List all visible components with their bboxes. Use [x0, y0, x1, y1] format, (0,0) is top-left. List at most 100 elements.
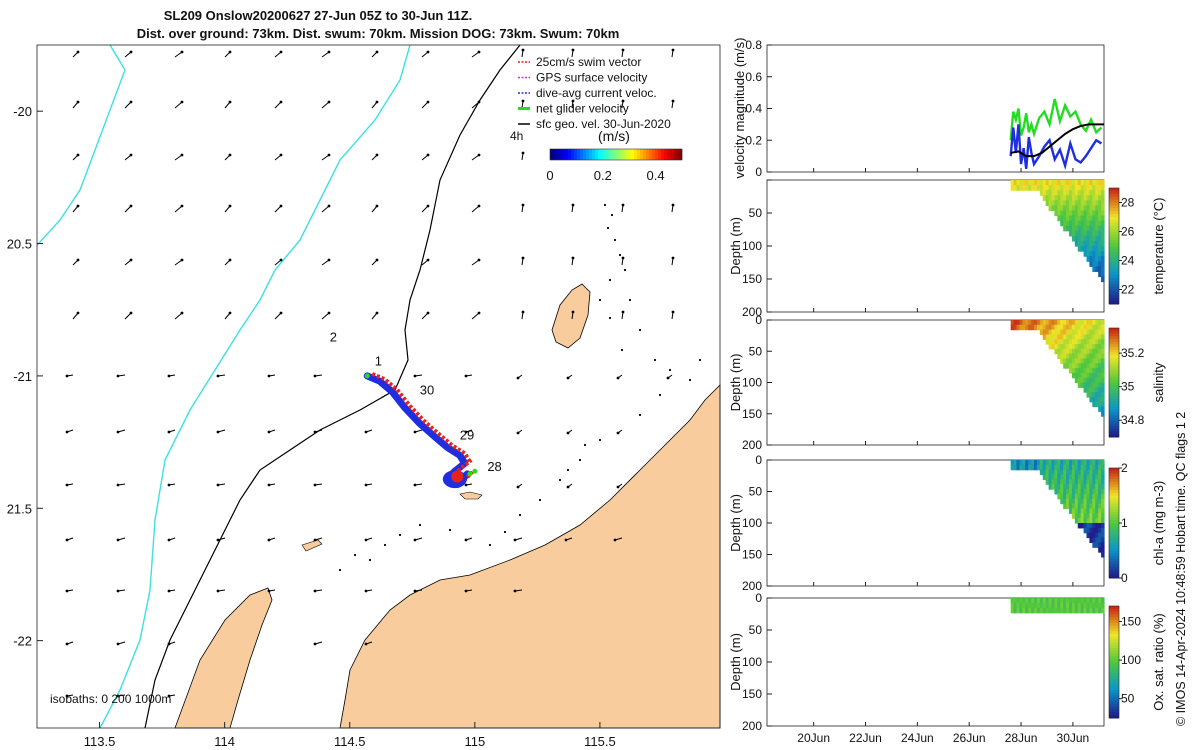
depth-cell — [1095, 498, 1099, 505]
depth-cell — [1095, 460, 1099, 466]
depth-cell — [1063, 503, 1067, 510]
depth-cell — [1051, 607, 1056, 614]
depth-cell — [1101, 460, 1105, 466]
depth-cell — [1086, 602, 1091, 609]
colorbar-cell — [1109, 490, 1119, 494]
depth-cell — [1089, 602, 1093, 609]
geo-velocity-arrow-head — [413, 374, 417, 378]
depth-cell — [1101, 185, 1105, 191]
colorbar-cell — [1109, 561, 1119, 565]
reef — [688, 378, 692, 382]
depth-cell — [1098, 348, 1102, 355]
depth-cell — [1086, 215, 1091, 222]
velocity-y-tick-label: 0.4 — [745, 102, 762, 116]
depth-cell — [1069, 363, 1073, 369]
depth-cell — [1016, 180, 1021, 186]
depth-cell — [1086, 382, 1091, 388]
depth-cell — [1071, 190, 1076, 196]
depth-cell — [1098, 598, 1102, 604]
depth-cell — [1101, 401, 1105, 408]
depth-cell — [1095, 542, 1099, 548]
map-y-tick-label: 20.5 — [7, 237, 32, 252]
depth-cell — [1089, 353, 1093, 360]
depth-cell — [1101, 493, 1105, 500]
depth-cell — [1077, 513, 1082, 519]
geo-velocity-arrow — [421, 205, 429, 213]
depth-cell — [1089, 190, 1093, 196]
depth-cell — [1083, 210, 1088, 217]
colorbar-cell — [1109, 240, 1119, 244]
depth-cell — [1051, 484, 1056, 490]
geo-velocity-arrow-head — [129, 50, 133, 54]
colorbar-cell — [580, 149, 584, 160]
geo-velocity-arrow-head — [426, 153, 430, 157]
colorbar-cell — [1109, 272, 1119, 276]
depth-cell — [1060, 348, 1064, 355]
legend-label: 25cm/s swim vector — [536, 55, 641, 69]
depth-cell — [1045, 180, 1050, 186]
depth-cell — [1095, 484, 1099, 490]
depth-cell — [1101, 334, 1105, 340]
reef — [488, 543, 492, 547]
geo-velocity-arrow — [471, 51, 480, 58]
depth-cell — [1077, 225, 1082, 232]
depth-cell — [1010, 320, 1015, 326]
depth-cell — [1066, 195, 1070, 201]
depth-cell — [1098, 513, 1102, 519]
depth-cell — [1071, 474, 1076, 480]
depth-cell — [1086, 464, 1091, 471]
colorbar-cell — [1109, 608, 1119, 613]
depth-cell — [1022, 324, 1026, 331]
depth-cell — [1077, 344, 1082, 350]
depth-cell — [1092, 460, 1096, 466]
depth-cell — [1083, 334, 1088, 340]
depth-cell — [1069, 210, 1073, 217]
reef — [603, 203, 607, 207]
geo-velocity-arrow-head — [167, 430, 171, 434]
depth-cell — [1092, 363, 1096, 369]
reef — [448, 528, 452, 532]
depth-cell — [1054, 474, 1058, 480]
depth-cell — [1095, 396, 1099, 403]
reef — [598, 298, 602, 302]
geo-velocity-arrow-head — [571, 310, 575, 314]
depth-cell — [1101, 200, 1105, 206]
colorbar-cell — [1109, 283, 1119, 288]
depth-cell — [1098, 372, 1102, 379]
depth-cell — [1077, 348, 1082, 355]
depth-cell — [1016, 464, 1021, 471]
depth-cell — [1098, 240, 1102, 247]
depth-cell — [1083, 484, 1088, 490]
geo-velocity-arrow-head — [327, 100, 331, 104]
depth-cell — [1083, 344, 1088, 350]
map-x-tick-label: 114.5 — [334, 734, 366, 749]
colorbar-cell — [1109, 476, 1119, 480]
depth-cell — [1066, 474, 1070, 480]
depth-cell — [1098, 185, 1102, 191]
depth-cell — [1092, 225, 1096, 232]
depth-cell — [1098, 363, 1102, 369]
depth-cell — [1074, 474, 1079, 480]
depth-cell — [1054, 598, 1058, 604]
geo-velocity-arrow-head — [267, 430, 271, 434]
depth-cell — [1086, 387, 1091, 393]
depth-cell — [1060, 200, 1064, 206]
depth-cell — [1080, 225, 1085, 232]
colorbar-cell — [1109, 248, 1119, 253]
colorbar-cell — [610, 149, 614, 160]
geo-velocity-arrow-head — [116, 589, 120, 593]
depth-cell — [1089, 195, 1093, 201]
depth-cell — [1092, 484, 1096, 490]
colorbar-cell — [652, 149, 656, 160]
geo-velocity-arrow-head — [426, 100, 430, 104]
depth-cell — [1025, 180, 1029, 186]
depth-cell — [1089, 220, 1093, 227]
depth-cell — [1101, 508, 1105, 514]
geo-velocity-arrow-head — [616, 485, 620, 489]
geo-velocity-arrow-head — [228, 153, 232, 157]
geo-velocity-arrow-head — [364, 483, 368, 487]
depth-cell — [1019, 464, 1023, 471]
velocity-axes — [766, 44, 1105, 173]
depth-cell — [1092, 180, 1096, 186]
geo-velocity-arrow-head — [279, 100, 283, 104]
